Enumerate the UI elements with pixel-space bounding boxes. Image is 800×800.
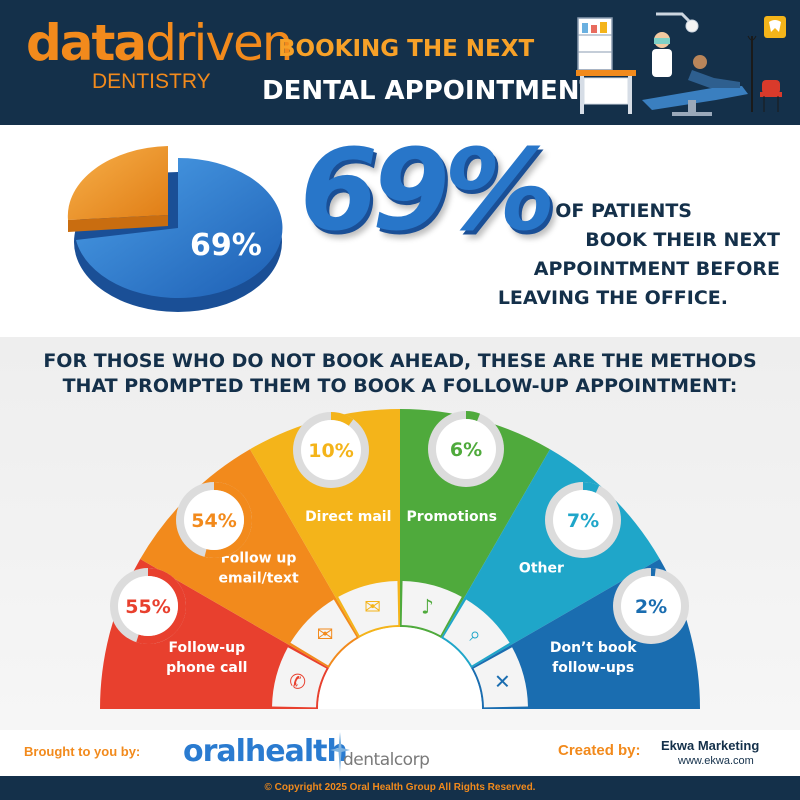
- segment-label: email/text: [219, 571, 299, 587]
- icon-band: [290, 599, 357, 666]
- icon-band: [272, 647, 327, 708]
- badge-value: 2%: [635, 596, 667, 618]
- created-by-label: Created by:: [558, 742, 641, 759]
- segment-label: Other: [519, 561, 564, 577]
- segment-label: follow-ups: [552, 660, 634, 676]
- percent-badge-0: 55%: [110, 568, 186, 644]
- brought-by-label: Brought to you by:: [24, 744, 141, 759]
- pie-slice-blue: [76, 157, 283, 298]
- icon-band: [401, 581, 462, 636]
- footer: Brought to you by: oralhealth dentalcorp…: [0, 730, 800, 776]
- badge-value: 7%: [567, 510, 599, 532]
- badge-center: [118, 576, 178, 636]
- segment-label: Follow-up: [169, 640, 246, 656]
- oralhealth-logo: oralhealth: [183, 734, 348, 769]
- badge-center: [184, 490, 244, 550]
- dentalcorp-logo: dentalcorp: [343, 750, 430, 770]
- calendar-x-icon: ✕: [494, 670, 511, 694]
- icon-band: [338, 581, 399, 636]
- megaphone-icon: ♪: [421, 595, 434, 619]
- title-line-1: BOOKING THE NEXT: [278, 36, 535, 62]
- badge-value: 54%: [191, 510, 236, 532]
- question-line-2: THAT PROMPTED THEM TO BOOK A FOLLOW-UP A…: [62, 375, 738, 397]
- methods-question: FOR THOSE WHO DO NOT BOOK AHEAD, THESE A…: [0, 349, 800, 399]
- badge-progress-arc: [204, 482, 252, 558]
- logo-subtitle: DENTISTRY: [92, 70, 211, 93]
- copyright-bar: © Copyright 2025 Oral Health Group All R…: [0, 776, 800, 800]
- stat-line-4: LEAVING THE OFFICE.: [497, 287, 728, 309]
- ekwa-name: Ekwa Marketing: [661, 738, 760, 753]
- badge-value: 10%: [308, 440, 353, 462]
- segment-label: Direct mail: [305, 509, 391, 525]
- big-69-number: 69%: [300, 126, 556, 256]
- stat-line-3: APPOINTMENT BEFORE: [533, 258, 780, 280]
- pie-slice-orange: [67, 146, 168, 220]
- ekwa-url: www.ekwa.com: [678, 755, 754, 767]
- percent-badge-4: 7%: [545, 482, 621, 558]
- logo-driven-text: driven: [145, 14, 293, 72]
- pie-label: 69%: [190, 228, 262, 263]
- logo-data-text: data: [26, 14, 147, 72]
- segment-label: Follow up: [221, 551, 297, 567]
- percent-badge-3: 6%: [428, 411, 504, 487]
- stat-line-2: BOOK THEIR NEXT: [585, 229, 780, 251]
- methods-section: FOR THOSE WHO DO NOT BOOK AHEAD, THESE A…: [0, 337, 800, 730]
- mailbox-icon: ✉: [364, 595, 381, 619]
- stat-line-1: OF PATIENTS: [555, 200, 692, 222]
- badge-progress-arc: [582, 482, 600, 493]
- pie-chart-69: 69%: [67, 146, 283, 312]
- badge-progress-arc: [330, 412, 354, 426]
- segment-label: Don’t book: [550, 640, 637, 656]
- headline-stat-section: 69% 69% OF PATIENTS BOOK THEIR NEXT APPO…: [0, 125, 800, 337]
- icon-band: [473, 647, 528, 708]
- badge-progress-arc: [465, 411, 480, 422]
- icon-band: [443, 599, 510, 666]
- badge-value: 55%: [125, 596, 170, 618]
- badge-center: [621, 576, 681, 636]
- title-line-2: DENTAL APPOINTMENT: [262, 76, 598, 106]
- percent-badge-2: 10%: [293, 412, 369, 488]
- badge-center: [301, 420, 361, 480]
- question-line-1: FOR THOSE WHO DO NOT BOOK AHEAD, THESE A…: [43, 350, 757, 372]
- header-banner: datadriven DENTISTRY BOOKING THE NEXT DE…: [0, 0, 800, 125]
- logo: datadriven: [26, 18, 293, 68]
- badge-progress-arc: [136, 568, 186, 644]
- percent-badge-1: 54%: [176, 482, 252, 558]
- segment-label: Promotions: [407, 509, 497, 525]
- phone-icon: ✆: [289, 670, 306, 694]
- segment-label: phone call: [166, 660, 247, 676]
- email-icon: ✉: [317, 622, 334, 646]
- percent-badge-5: 2%: [613, 568, 689, 644]
- badge-center: [553, 490, 613, 550]
- badge-center: [436, 419, 496, 479]
- dentalcorp-star-icon: [330, 732, 350, 772]
- fan-hub: [318, 627, 482, 709]
- dentist-scene-illustration: [576, 12, 786, 116]
- badge-value: 6%: [450, 439, 482, 461]
- methods-fan-chart: ✆ Follow-up phone call ✉ Follow up email/text…: [100, 409, 700, 709]
- search-icon: ⌕: [469, 622, 480, 646]
